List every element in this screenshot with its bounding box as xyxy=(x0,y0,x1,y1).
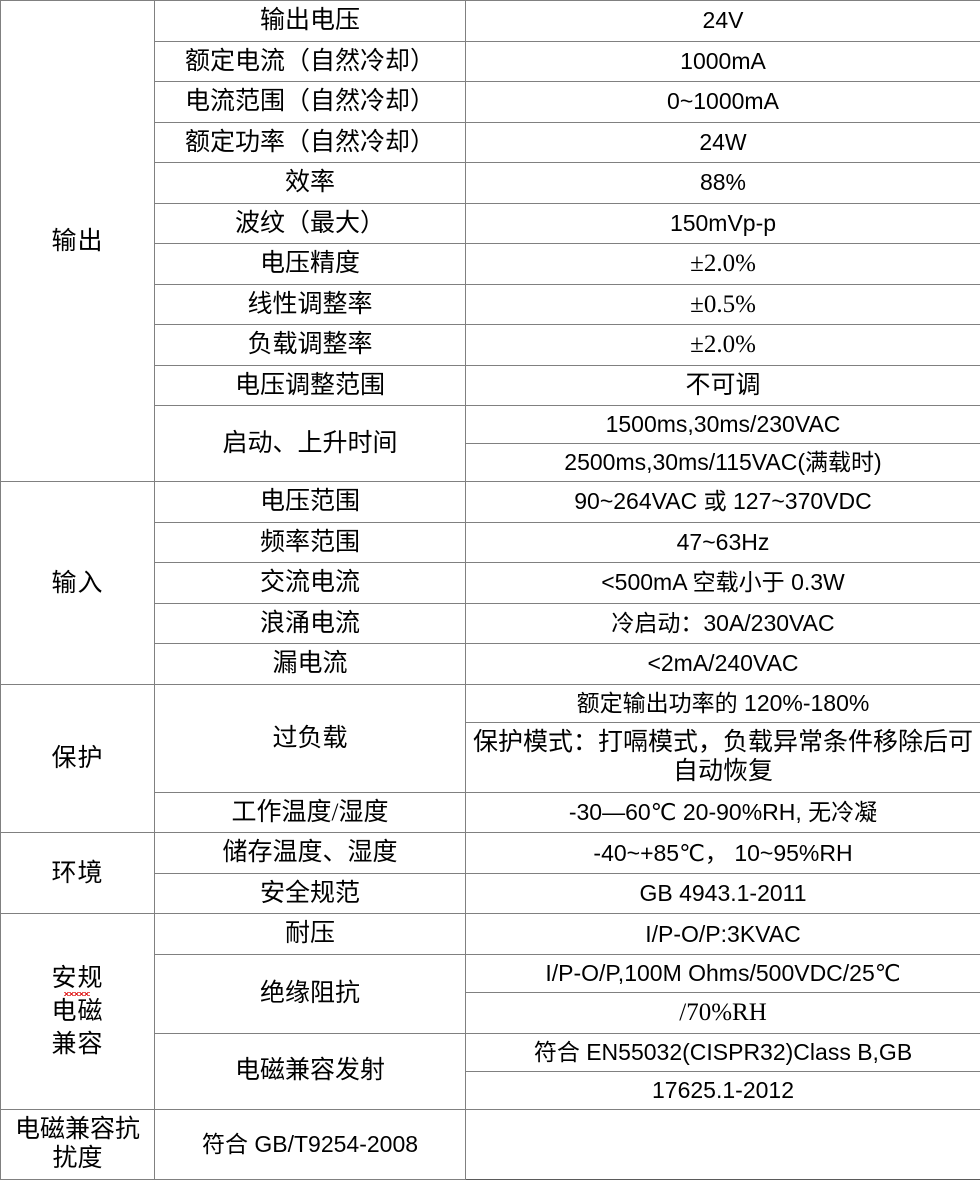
table-row: 安规 电磁 兼容 耐压 I/P-O/P:3KVAC xyxy=(1,914,980,955)
param-name: 电压精度 xyxy=(155,244,466,285)
param-name: 交流电流 xyxy=(155,563,466,604)
param-name: 绝缘阻抗 xyxy=(155,954,466,1033)
param-value: 保护模式：打嗝模式，负载异常条件移除后可自动恢复 xyxy=(466,722,980,792)
param-value: GB 4943.1-2011 xyxy=(466,873,980,914)
param-value: 符合 EN55032(CISPR32)Class B,GB xyxy=(466,1033,980,1071)
param-value: 不可调 xyxy=(466,365,980,406)
param-name: 电压范围 xyxy=(155,482,466,523)
safety-emc-line-3: 兼容 xyxy=(1,1028,154,1061)
safety-emc-line-2: 电磁 xyxy=(1,995,154,1028)
table-row: 电磁兼容抗扰度 符合 GB/T9254-2008 xyxy=(1,1109,980,1179)
param-value: 90~264VAC 或 127~370VDC xyxy=(466,482,980,523)
param-value: -40~+85℃， 10~95%RH xyxy=(466,833,980,874)
param-name: 过负载 xyxy=(155,684,466,792)
param-value: 0~1000mA xyxy=(466,82,980,123)
param-name: 耐压 xyxy=(155,914,466,955)
param-value: 符合 GB/T9254-2008 xyxy=(155,1109,466,1179)
param-name: 负载调整率 xyxy=(155,325,466,366)
param-value: <2mA/240VAC xyxy=(466,644,980,685)
param-value: ±0.5% xyxy=(466,284,980,325)
param-name: 电压调整范围 xyxy=(155,365,466,406)
param-value: ±2.0% xyxy=(466,244,980,285)
param-name: 储存温度、湿度 xyxy=(155,833,466,874)
section-label-output: 输出 xyxy=(1,1,155,482)
param-name: 效率 xyxy=(155,163,466,204)
param-value: <500mA 空载小于 0.3W xyxy=(466,563,980,604)
param-value: 24W xyxy=(466,122,980,163)
param-value: -30—60℃ 20-90%RH, 无冷凝 xyxy=(466,792,980,833)
param-name: 额定功率（自然冷却） xyxy=(155,122,466,163)
param-name: 浪涌电流 xyxy=(155,603,466,644)
section-label-protection: 保护 xyxy=(1,684,155,833)
param-name: 安全规范 xyxy=(155,873,466,914)
param-value: 冷启动：30A/230VAC xyxy=(466,603,980,644)
table-row: 输入 电压范围 90~264VAC 或 127~370VDC xyxy=(1,482,980,523)
param-name: 电磁兼容抗扰度 xyxy=(1,1109,155,1179)
param-name: 线性调整率 xyxy=(155,284,466,325)
param-value: 额定输出功率的 120%-180% xyxy=(466,684,980,722)
param-name: 工作温度/湿度 xyxy=(155,792,466,833)
param-value: 1500ms,30ms/230VAC xyxy=(466,406,980,444)
param-value: I/P-O/P,100M Ohms/500VDC/25℃ xyxy=(466,954,980,992)
param-value: 88% xyxy=(466,163,980,204)
param-value: ±2.0% xyxy=(466,325,980,366)
param-name: 电流范围（自然冷却） xyxy=(155,82,466,123)
param-name: 波纹（最大） xyxy=(155,203,466,244)
param-value: 150mVp-p xyxy=(466,203,980,244)
param-value: 47~63Hz xyxy=(466,522,980,563)
param-value: 24V xyxy=(466,1,980,42)
param-name: 输出电压 xyxy=(155,1,466,42)
param-value: /70%RH xyxy=(466,993,980,1034)
param-value: 2500ms,30ms/115VAC(满载时) xyxy=(466,444,980,482)
table-row: 输出 输出电压 24V xyxy=(1,1,980,42)
param-value: 1000mA xyxy=(466,41,980,82)
spellcheck-underline: 安规 xyxy=(51,962,103,995)
param-name: 频率范围 xyxy=(155,522,466,563)
table-row: 保护 过负载 额定输出功率的 120%-180% xyxy=(1,684,980,722)
table-row: 环境 储存温度、湿度 -40~+85℃， 10~95%RH xyxy=(1,833,980,874)
section-label-safety-emc: 安规 电磁 兼容 xyxy=(1,914,155,1109)
param-name: 启动、上升时间 xyxy=(155,406,466,482)
section-label-input: 输入 xyxy=(1,482,155,685)
param-name: 电磁兼容发射 xyxy=(155,1033,466,1109)
param-value: I/P-O/P:3KVAC xyxy=(466,914,980,955)
section-label-environment: 环境 xyxy=(1,833,155,914)
safety-emc-line-1: 安规 xyxy=(1,962,154,995)
param-name: 漏电流 xyxy=(155,644,466,685)
param-name: 额定电流（自然冷却） xyxy=(155,41,466,82)
param-value: 17625.1-2012 xyxy=(466,1071,980,1109)
